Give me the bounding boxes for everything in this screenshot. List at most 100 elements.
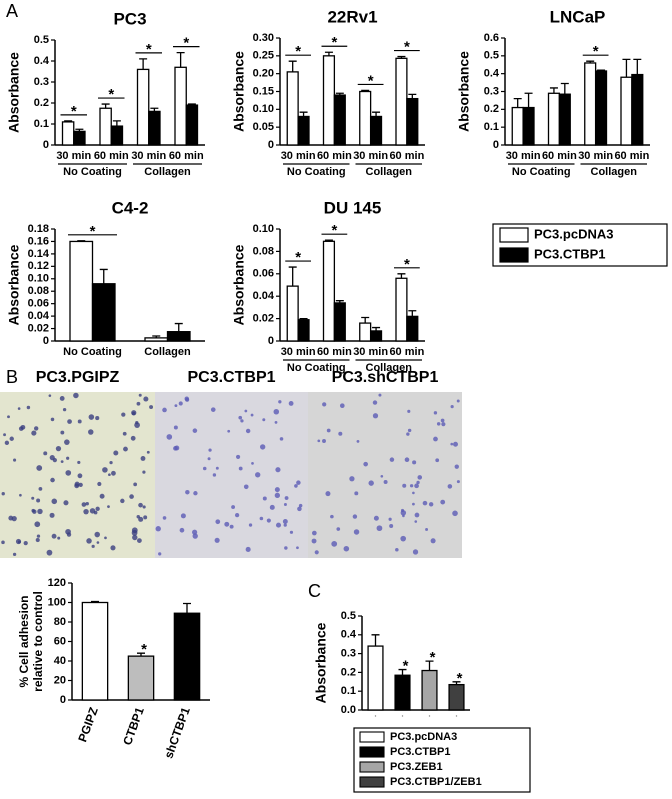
- cell: [36, 465, 43, 471]
- legend-swatch: [359, 746, 385, 758]
- x-tick-label: 30 min: [578, 150, 613, 162]
- cell: [259, 444, 266, 450]
- y-tick-label: 100: [48, 596, 66, 608]
- cell: [229, 524, 234, 529]
- bar: [584, 62, 597, 146]
- cell: [67, 419, 72, 424]
- cell: [36, 534, 41, 538]
- cell: [138, 393, 142, 397]
- error-bar: [299, 111, 308, 117]
- cell: [107, 505, 110, 509]
- cell: [96, 541, 100, 544]
- significance-star: *: [593, 43, 599, 60]
- legend-label: PC3.CTBP1: [534, 246, 606, 261]
- x-tick-label: PGIPZ: [75, 705, 100, 744]
- cell: [207, 457, 211, 461]
- y-tick-label: 0.3: [484, 85, 499, 97]
- cell: [354, 491, 359, 496]
- x-tick-label: Collagen: [144, 346, 191, 358]
- y-tick-label: 0.30: [253, 32, 274, 44]
- cell: [74, 483, 80, 489]
- cell: [266, 518, 271, 523]
- x-tick-label: 60 min: [169, 150, 204, 162]
- error-bar: [64, 120, 73, 122]
- cell: [50, 477, 55, 483]
- bar: [333, 302, 346, 342]
- cell: [234, 513, 240, 518]
- cell: [130, 435, 136, 441]
- y-tick-label: 0: [43, 139, 49, 151]
- cell: [275, 467, 281, 473]
- cell: [77, 473, 83, 479]
- cell: [245, 428, 251, 434]
- cell: [142, 505, 146, 509]
- cell: [238, 415, 243, 420]
- error-bar: [183, 602, 191, 614]
- cell: [50, 417, 55, 422]
- bar: [406, 315, 419, 342]
- y-tick-label: 0.1: [34, 118, 49, 130]
- cell: [31, 508, 35, 513]
- error-bar: [361, 316, 370, 324]
- cell: [149, 405, 154, 409]
- legend-label: PC3.ZEB1: [390, 761, 443, 773]
- x-tick-dot: [374, 715, 377, 717]
- bar: [144, 337, 169, 342]
- error-bar: [398, 668, 407, 676]
- y-tick-label: 40: [54, 655, 66, 667]
- cell: [192, 533, 198, 539]
- cell: [88, 414, 95, 420]
- cell: [425, 528, 429, 531]
- cell: [338, 431, 343, 436]
- error-bar: [101, 103, 110, 109]
- cell: [104, 536, 107, 540]
- cell: [288, 401, 294, 406]
- cell: [243, 484, 249, 490]
- bar: [173, 612, 201, 701]
- y-tick-label: 0.2: [484, 103, 499, 115]
- cell: [402, 483, 407, 488]
- group-label: No Coating: [287, 362, 346, 374]
- significance-star: *: [331, 222, 337, 239]
- bar: [359, 322, 372, 342]
- cell: [372, 413, 379, 419]
- legend-swatch: [499, 247, 529, 263]
- group-label: No Coating: [63, 166, 122, 178]
- significance-star: *: [146, 41, 152, 58]
- cell: [294, 484, 298, 488]
- bar: [286, 285, 299, 342]
- cell: [31, 496, 35, 500]
- cell: [66, 456, 70, 460]
- cell: [162, 516, 167, 520]
- cell: [37, 508, 43, 515]
- cell: [1, 540, 5, 545]
- cell: [99, 493, 105, 499]
- cell: [38, 487, 43, 491]
- cell: [155, 526, 161, 532]
- x-tick-label: 60 min: [542, 150, 577, 162]
- error-bar: [408, 310, 417, 317]
- cell: [179, 527, 185, 533]
- cell: [262, 496, 267, 501]
- cell: [132, 534, 138, 541]
- y-tick-label: 0.25: [253, 50, 274, 62]
- chart-title: LNCaP: [550, 7, 606, 26]
- image-title: PC3.CTBP1: [187, 369, 275, 386]
- y-tick-label: 0.12: [28, 260, 49, 272]
- y-tick-label: 0.4: [34, 55, 50, 67]
- cell: [400, 508, 405, 513]
- cell: [51, 498, 58, 505]
- cell: [388, 517, 392, 521]
- significance-star: *: [404, 39, 410, 56]
- error-bar: [152, 335, 161, 338]
- bar: [547, 92, 561, 146]
- cell: [120, 498, 125, 504]
- cell: [273, 408, 280, 415]
- cell: [109, 461, 113, 465]
- x-tick-label: 60 min: [317, 346, 352, 358]
- y-tick-label: 0.02: [28, 322, 49, 334]
- cell: [296, 546, 299, 550]
- cell: [173, 446, 178, 451]
- bar: [91, 283, 116, 342]
- cell: [372, 400, 378, 405]
